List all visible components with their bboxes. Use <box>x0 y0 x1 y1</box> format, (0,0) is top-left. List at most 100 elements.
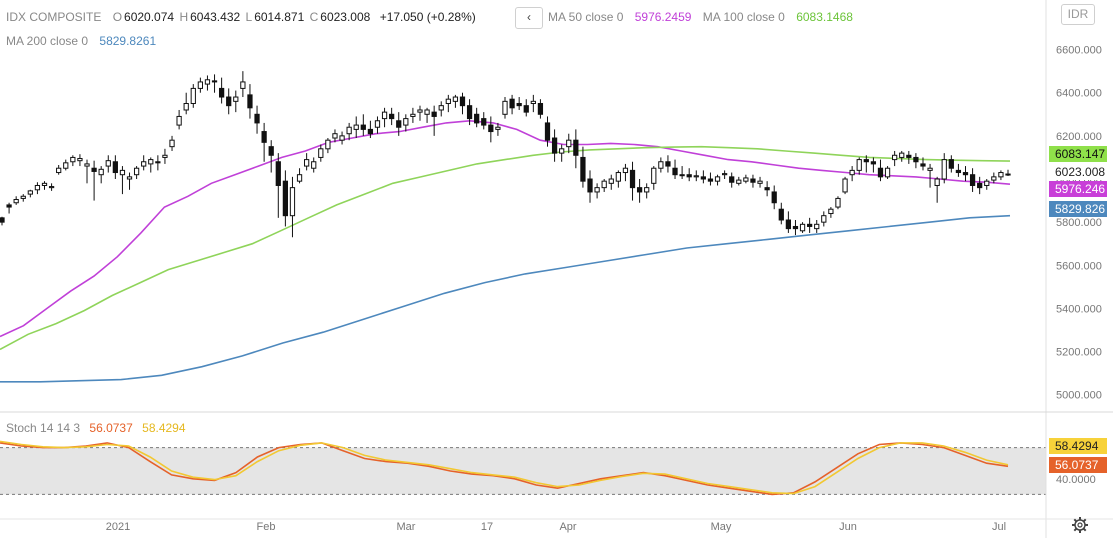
currency-button[interactable]: IDR <box>1061 4 1095 25</box>
candle-body <box>729 176 735 183</box>
candle-body <box>644 187 650 193</box>
candle-body <box>119 169 126 176</box>
high-label: H <box>179 10 189 24</box>
candle-body <box>452 96 459 102</box>
candle-body <box>502 100 508 115</box>
candle-body <box>551 137 558 154</box>
candle-body <box>226 96 232 107</box>
time-tick-label: Jun <box>839 521 857 533</box>
candle-body <box>969 174 976 186</box>
candle-body <box>934 178 940 186</box>
ma200-legend: MA 200 close 0 5829.8261 <box>6 34 158 48</box>
candle-body <box>587 178 593 193</box>
candle-body <box>389 113 395 120</box>
candle-body <box>920 163 926 167</box>
candle-body <box>736 179 742 184</box>
candle-body <box>70 156 76 163</box>
candle-body <box>6 204 12 208</box>
time-tick-label: Jul <box>992 521 1006 533</box>
candle-body <box>296 174 303 182</box>
last-price-tag: 6023.008 <box>1049 164 1107 180</box>
ma100-label[interactable]: MA 100 close 0 <box>702 10 785 24</box>
ma-legend: MA 50 close 0 5976.2459 MA 100 close 0 6… <box>548 10 855 24</box>
candle-body <box>304 159 310 167</box>
candle-body <box>466 105 473 120</box>
ma100-price-tag: 6083.147 <box>1049 146 1107 162</box>
candle-body <box>105 160 111 167</box>
candle-body <box>318 148 324 158</box>
candle-body <box>991 176 997 181</box>
candle-body <box>523 105 529 113</box>
candle-body <box>133 167 140 176</box>
stoch-tick-label: 40.0000 <box>1056 474 1096 486</box>
candle-body <box>679 174 685 177</box>
price-tick-label: 6600.000 <box>1056 45 1102 57</box>
candle-body <box>417 109 423 113</box>
ma100-value: 6083.1468 <box>796 10 853 24</box>
close-label: C <box>309 10 319 24</box>
candle-body <box>34 184 41 191</box>
candle-body <box>884 167 891 178</box>
candle-body <box>856 159 862 171</box>
change-value: +17.050 (+0.28%) <box>379 10 476 24</box>
candle-body <box>693 175 699 178</box>
price-tick-label: 5200.000 <box>1056 347 1102 359</box>
candle-body <box>566 139 572 148</box>
ma200-label[interactable]: MA 200 close 0 <box>6 34 89 48</box>
candle-body <box>509 98 515 109</box>
candle-body <box>20 195 26 199</box>
candle-body <box>544 122 551 141</box>
candle-body <box>367 128 374 135</box>
candle-body <box>941 159 947 180</box>
candle-body <box>289 187 296 217</box>
time-tick-label: Mar <box>397 521 416 533</box>
candle-body <box>877 167 884 178</box>
candle-body <box>459 96 466 107</box>
candle-body <box>445 98 451 105</box>
ma-line-ma200 <box>0 214 1011 383</box>
gear-icon[interactable] <box>1070 515 1090 535</box>
candle-body <box>665 161 671 167</box>
candle-body <box>721 173 728 176</box>
stoch-label[interactable]: Stoch 14 14 3 <box>6 421 81 435</box>
candle-body <box>1005 173 1011 176</box>
candle-body <box>204 79 211 85</box>
candle-body <box>977 182 983 189</box>
symbol-name: IDX COMPOSITE <box>6 10 102 24</box>
candle-body <box>48 186 55 189</box>
candle-body <box>849 169 855 176</box>
candle-body <box>410 113 416 117</box>
candle-body <box>785 219 792 230</box>
candle-body <box>431 111 437 117</box>
candle-body <box>778 208 784 221</box>
candle-body <box>0 217 5 223</box>
candle-body <box>488 124 494 133</box>
collapse-legend-button[interactable]: ‹ <box>515 7 543 29</box>
ma-line-ma50 <box>0 119 1011 338</box>
candle-body <box>240 81 246 89</box>
low-value: 6014.871 <box>254 10 305 24</box>
ma50-label[interactable]: MA 50 close 0 <box>548 10 624 24</box>
candle-body <box>792 225 799 230</box>
time-tick-label: 2021 <box>106 521 130 533</box>
candle-body <box>261 131 267 143</box>
candle-body <box>218 87 225 98</box>
candle-body <box>601 180 607 189</box>
price-tick-label: 5800.000 <box>1056 217 1102 229</box>
candle-body <box>282 180 289 217</box>
candle-body <box>126 176 133 180</box>
time-tick-label: Feb <box>257 521 276 533</box>
candle-body <box>233 96 239 102</box>
open-value: 6020.074 <box>124 10 175 24</box>
candle-body <box>360 124 366 130</box>
candle-body <box>814 223 820 230</box>
candle-body <box>537 103 544 115</box>
time-tick-label: May <box>711 521 732 533</box>
price-tick-label: 5000.000 <box>1056 390 1102 402</box>
candle-body <box>27 190 33 195</box>
candle-body <box>743 177 749 182</box>
candle-body <box>615 172 621 182</box>
candle-body <box>275 161 281 186</box>
stoch-k-tag: 56.0737 <box>1049 457 1107 473</box>
